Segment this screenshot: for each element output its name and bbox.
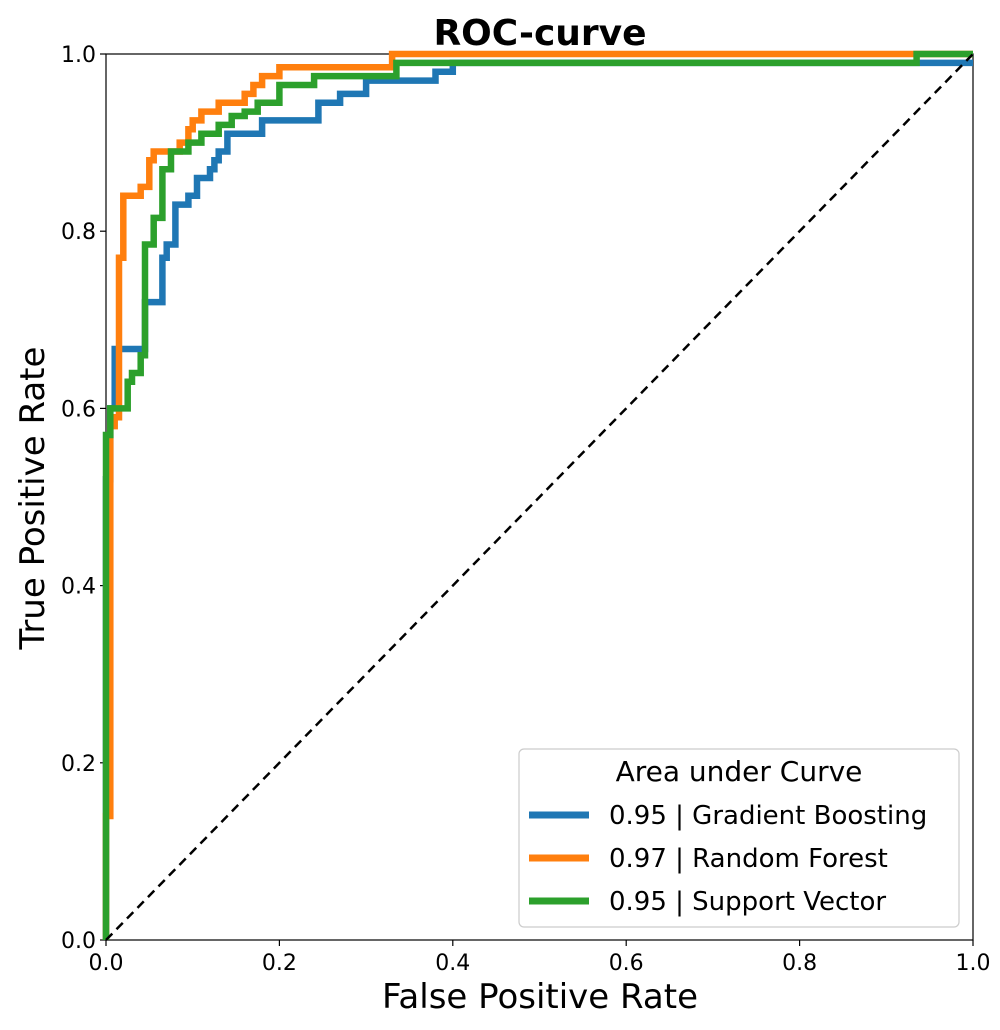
y-tick-label: 0.2 [61,752,96,777]
series-lines [102,50,974,941]
x-tick-label: 0.2 [262,951,297,976]
y-tick-label: 0.6 [61,397,96,422]
series-line-1 [102,50,973,940]
y-tick-label: 0.0 [61,929,96,954]
chart-title: ROC-curve [433,13,646,54]
legend-entry-label: 0.95 | Gradient Boosting [609,801,927,831]
legend-title: Area under Curve [616,755,863,788]
legend-entry-label: 0.97 | Random Forest [609,844,888,874]
diagonal-reference-line [105,53,974,941]
y-tick-label: 0.4 [61,575,96,600]
series-line-2 [102,50,973,940]
x-tick-label: 1.0 [956,951,991,976]
y-axis-label: True Positive Rate [13,347,53,651]
x-tick-label: 0.0 [89,951,124,976]
legend: Area under Curve 0.95 | Gradient Boostin… [518,748,960,928]
x-tick-label: 0.6 [609,951,644,976]
legend-box [518,748,960,928]
x-tick-label: 0.4 [435,951,470,976]
axis-ticks: 0.0 0.2 0.4 0.6 0.8 1.0 0.0 0.2 0.4 0.6 0.8 1.0 [61,43,991,976]
y-tick-label: 0.8 [61,220,96,245]
y-tick-label: 1.0 [61,43,96,68]
legend-entry-label: 0.95 | Support Vector [609,887,886,917]
x-axis-label: False Positive Rate [382,977,698,1017]
x-tick-label: 0.8 [782,951,817,976]
